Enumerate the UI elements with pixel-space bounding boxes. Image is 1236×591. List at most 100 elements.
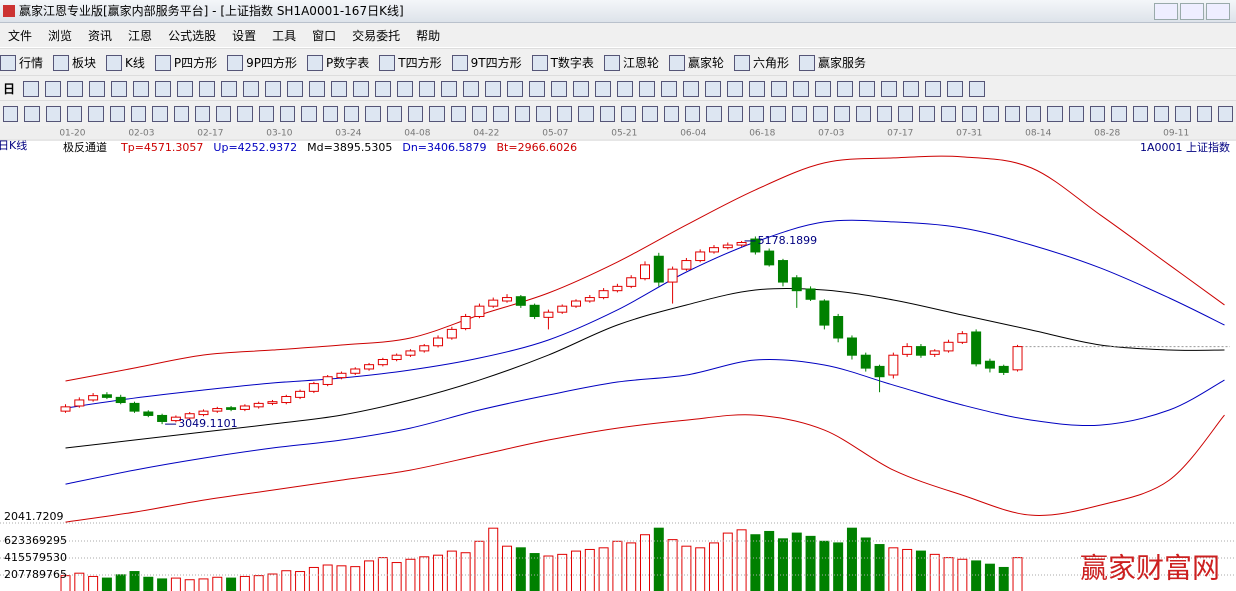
tool-icon[interactable] <box>983 105 999 122</box>
menu-item[interactable]: 文件 <box>8 28 33 43</box>
tool-icon[interactable] <box>1068 105 1084 122</box>
tool-icon[interactable] <box>265 80 282 97</box>
tool-icon[interactable] <box>152 105 168 122</box>
tool-icon[interactable] <box>331 80 348 97</box>
tool-icon[interactable] <box>812 105 829 122</box>
tool-icon[interactable] <box>859 80 876 97</box>
menu-item[interactable]: 交易委托 <box>352 28 401 43</box>
tool-icon[interactable] <box>111 80 128 97</box>
tool-icon[interactable] <box>88 105 104 122</box>
tool-icon[interactable] <box>280 105 296 122</box>
period-button[interactable]: 日 <box>3 82 16 96</box>
toolbar-button[interactable]: P四方形 <box>154 54 217 71</box>
tool-icon[interactable] <box>617 80 634 97</box>
tool-icon[interactable] <box>199 80 216 97</box>
tool-icon[interactable] <box>663 105 679 122</box>
tool-icon[interactable] <box>573 80 590 97</box>
toolbar-button[interactable]: 9P四方形 <box>227 54 297 71</box>
menu-item[interactable]: 浏览 <box>48 28 73 43</box>
tool-icon[interactable] <box>441 80 458 97</box>
toolbar-button[interactable]: 赢家轮 <box>668 54 724 71</box>
menu-item[interactable]: 江恩 <box>128 28 153 43</box>
tool-icon[interactable] <box>685 105 701 122</box>
tool-icon[interactable] <box>748 105 765 122</box>
tool-icon[interactable] <box>557 105 573 122</box>
toolbar-button[interactable]: P数字表 <box>307 54 369 71</box>
minimize[interactable] <box>1154 3 1178 20</box>
tool-icon[interactable] <box>216 105 232 122</box>
tool-icon[interactable] <box>1132 105 1148 122</box>
tool-icon[interactable] <box>771 80 788 97</box>
menu-item[interactable]: 资讯 <box>88 28 113 43</box>
tool-icon[interactable] <box>45 80 62 97</box>
toolbar-button[interactable]: 六角形 <box>733 54 789 71</box>
tool-icon[interactable] <box>791 105 807 122</box>
tool-icon[interactable] <box>529 80 546 97</box>
tool-icon[interactable] <box>493 105 509 122</box>
tool-icon[interactable] <box>301 105 317 122</box>
tool-icon[interactable] <box>969 80 986 97</box>
tool-icon[interactable] <box>287 80 304 97</box>
tool-icon[interactable] <box>962 105 978 122</box>
tool-icon[interactable] <box>1153 105 1170 122</box>
tool-icon[interactable] <box>1047 105 1063 122</box>
tool-icon[interactable] <box>578 105 594 122</box>
menu-item[interactable]: 窗口 <box>312 28 337 43</box>
tool-icon[interactable] <box>599 105 616 122</box>
tool-icon[interactable] <box>727 80 744 97</box>
tool-icon[interactable] <box>837 80 854 97</box>
tool-icon[interactable] <box>353 80 370 97</box>
toolbar-button[interactable]: K线 <box>106 54 145 71</box>
tool-icon[interactable] <box>925 80 942 97</box>
toolbar-button[interactable]: 赢家服务 <box>798 54 866 71</box>
menu-item[interactable]: 公式选股 <box>168 28 217 43</box>
tool-icon[interactable] <box>23 80 40 97</box>
tool-icon[interactable] <box>1175 105 1191 122</box>
tool-icon[interactable] <box>876 105 893 122</box>
tool-icon[interactable] <box>309 80 326 97</box>
tool-icon[interactable] <box>919 105 935 122</box>
toolbar-button[interactable]: T四方形 <box>379 54 442 71</box>
tool-icon[interactable] <box>898 105 914 122</box>
tool-icon[interactable] <box>237 105 253 122</box>
toolbar-button[interactable]: 江恩轮 <box>603 54 659 71</box>
tool-icon[interactable] <box>397 80 414 97</box>
tool-icon[interactable] <box>322 105 338 122</box>
tool-icon[interactable] <box>173 105 189 122</box>
tool-icon[interactable] <box>155 80 172 97</box>
tool-icon[interactable] <box>834 105 850 122</box>
tool-icon[interactable] <box>793 80 810 97</box>
tool-icon[interactable] <box>45 105 61 122</box>
tool-icon[interactable] <box>221 80 238 97</box>
tool-icon[interactable] <box>177 80 194 97</box>
toolbar-button[interactable]: T数字表 <box>531 54 594 71</box>
tool-icon[interactable] <box>24 105 40 122</box>
tool-icon[interactable] <box>258 105 275 122</box>
tool-icon[interactable] <box>595 80 612 97</box>
tool-icon[interactable] <box>514 105 530 122</box>
tool-icon[interactable] <box>365 105 381 122</box>
menu-item[interactable]: 工具 <box>272 28 297 43</box>
tool-icon[interactable] <box>621 105 637 122</box>
tool-icon[interactable] <box>89 80 106 97</box>
tool-icon[interactable] <box>940 105 957 122</box>
tool-icon[interactable] <box>375 80 392 97</box>
tool-icon[interactable] <box>535 105 552 122</box>
tool-icon[interactable] <box>1026 105 1042 122</box>
tool-icon[interactable] <box>407 105 424 122</box>
tool-icon[interactable] <box>194 105 211 122</box>
tool-icon[interactable] <box>243 80 260 97</box>
tool-icon[interactable] <box>639 80 656 97</box>
tool-icon[interactable] <box>1217 105 1234 122</box>
menu-item[interactable]: 设置 <box>232 28 257 43</box>
tool-icon[interactable] <box>1196 105 1212 122</box>
tool-icon[interactable] <box>67 80 84 97</box>
tool-icon[interactable] <box>3 105 19 122</box>
tool-icon[interactable] <box>1004 105 1020 122</box>
tool-icon[interactable] <box>344 105 360 122</box>
tool-icon[interactable] <box>109 105 125 122</box>
tool-icon[interactable] <box>855 105 871 122</box>
tool-icon[interactable] <box>471 105 488 122</box>
tool-icon[interactable] <box>683 80 700 97</box>
tool-icon[interactable] <box>66 105 83 122</box>
